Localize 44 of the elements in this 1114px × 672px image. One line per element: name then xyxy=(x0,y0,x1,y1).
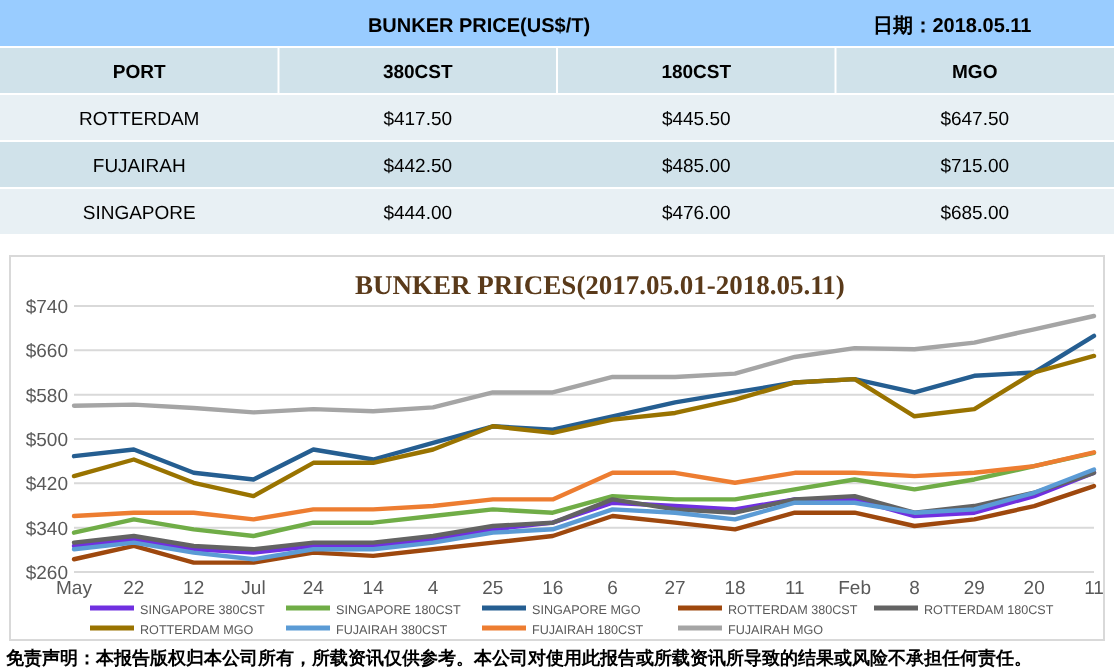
x-tick-label: 22 xyxy=(123,578,145,600)
data-label: $647.50 xyxy=(940,109,1010,131)
category-label: ROTTERDAM xyxy=(79,109,200,131)
text: MGO xyxy=(952,62,998,84)
x-tick-label: 11 xyxy=(1084,578,1104,600)
x-tick-label: 25 xyxy=(482,578,504,600)
x-tick-label: 29 xyxy=(963,578,985,600)
data-label: $476.00 xyxy=(661,203,731,225)
text: 180CST xyxy=(661,62,732,84)
text: PORT xyxy=(112,62,167,84)
text: 免责声明：本报告版权归本公司所有，所载资讯仅供参考。本公司对使用此报告或所载资讯所导致的结果或风险不承担任何责任。 xyxy=(4,648,1032,668)
x-tick-label: 6 xyxy=(607,578,618,600)
x-tick-label: Jul xyxy=(241,578,266,600)
x-tick-label: 27 xyxy=(664,578,686,600)
x-tick-label: 16 xyxy=(542,578,564,600)
data-label: $444.00 xyxy=(383,203,453,225)
x-tick-label: 24 xyxy=(302,578,324,600)
x-tick-label: Feb xyxy=(838,578,872,600)
x-tick-label: May xyxy=(56,578,93,600)
x-tick-label: 12 xyxy=(183,578,205,600)
y-tick-label: $580 xyxy=(25,385,68,408)
category-label: FUJAIRAH xyxy=(92,156,186,178)
x-tick-label: 20 xyxy=(1023,578,1045,600)
category-label: SINGAPORE xyxy=(82,203,196,225)
y-tick-label: $340 xyxy=(25,518,68,541)
x-tick-label: 8 xyxy=(909,578,920,600)
data-label: $417.50 xyxy=(383,109,453,131)
data-label: $445.50 xyxy=(661,109,731,131)
text: 日期：2018.05.11 xyxy=(872,14,1033,38)
data-label: $685.00 xyxy=(940,203,1010,225)
y-tick-label: $660 xyxy=(25,341,68,364)
x-tick-label: 18 xyxy=(724,578,746,600)
data-label: $485.00 xyxy=(661,156,731,178)
series-label: 380CST xyxy=(382,62,453,84)
data-label: $442.50 xyxy=(383,156,453,178)
data-label: $715.00 xyxy=(940,156,1010,178)
y-tick-label: $740 xyxy=(25,297,68,319)
chart-title: BUNKER PRICES(2017.05.01-2018.05.11) xyxy=(355,270,845,300)
x-tick-label: 4 xyxy=(427,578,439,600)
y-tick-label: $420 xyxy=(25,474,68,497)
text: BUNKER PRICE(US$/T) xyxy=(367,16,591,38)
x-tick-label: 11 xyxy=(784,578,805,600)
y-tick-label: $500 xyxy=(25,430,68,452)
x-tick-label: 14 xyxy=(362,578,384,600)
